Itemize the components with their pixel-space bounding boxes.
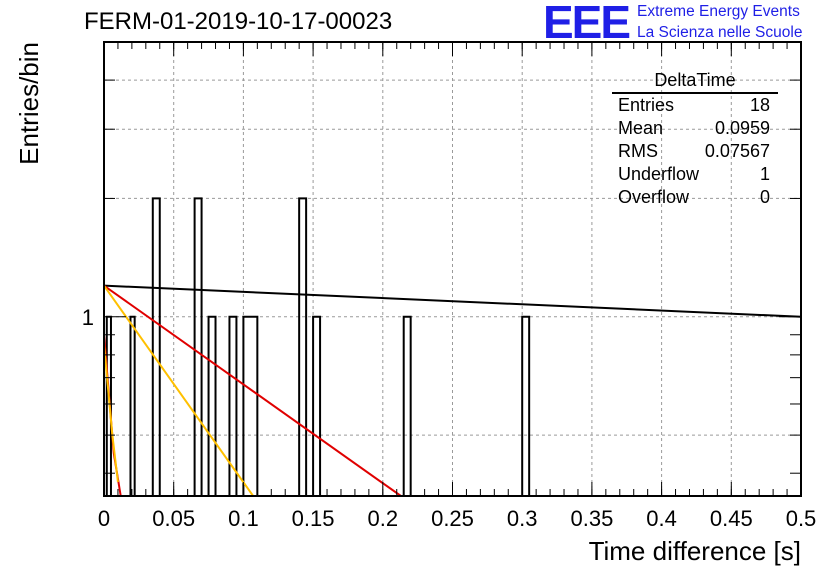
y-tick-label: 1 xyxy=(82,305,94,330)
stats-row-underflow: Underflow 1 xyxy=(612,163,778,186)
stats-label: Entries xyxy=(618,95,675,115)
stats-label: Overflow xyxy=(618,187,690,207)
stats-value: 1 xyxy=(759,164,770,184)
eee-logo: EEE Extreme Energy Events La Scienza nel… xyxy=(543,0,836,48)
x-tick-label: 0.35 xyxy=(570,506,613,531)
histogram-bar xyxy=(151,197,161,496)
x-tick-label: 0.4 xyxy=(646,506,677,531)
stats-box: DeltaTime Entries 18 Mean 0.0959 RMS 0.0… xyxy=(612,70,778,209)
y-axis-label: Entries/bin xyxy=(14,42,44,165)
histogram-bar xyxy=(521,315,531,496)
fit-curve xyxy=(104,284,801,318)
histogram-bar xyxy=(228,315,238,496)
logo-line-1: Extreme Energy Events xyxy=(637,3,800,20)
stats-value: 0.0959 xyxy=(714,118,770,138)
histogram-bar xyxy=(312,315,322,496)
x-tick-label: 0 xyxy=(98,506,110,531)
eee-logo-mark: EEE xyxy=(543,0,631,48)
stats-label: Mean xyxy=(618,118,664,138)
stats-value: 0 xyxy=(759,187,770,207)
x-tick-label: 0.2 xyxy=(368,506,399,531)
stats-label: Underflow xyxy=(618,164,700,184)
stats-row-overflow: Overflow 0 xyxy=(612,186,778,209)
stats-value: 18 xyxy=(749,95,770,115)
axis-ticks xyxy=(103,42,802,496)
histogram-bar xyxy=(129,315,136,496)
stats-label: RMS xyxy=(618,141,658,161)
histogram-bar xyxy=(207,315,217,496)
x-tick-label: 0.05 xyxy=(152,506,195,531)
x-axis-label: Time difference [s] xyxy=(589,536,801,566)
stats-row-mean: Mean 0.0959 xyxy=(612,117,778,140)
x-tick-label: 0.45 xyxy=(710,506,753,531)
tick-labels: 0 0.05 0.1 0.15 0.2 0.25 0.3 0.35 0.4 0.45 0.5 1 xyxy=(82,305,817,531)
stats-title: DeltaTime xyxy=(612,70,778,94)
fit-curve xyxy=(104,285,254,496)
histogram-bar xyxy=(298,197,308,496)
x-tick-label: 0.25 xyxy=(431,506,474,531)
plot-title: FERM-01-2019-10-17-00023 xyxy=(84,8,393,35)
x-tick-label: 0.15 xyxy=(292,506,335,531)
stats-row-entries: Entries 18 xyxy=(612,94,778,117)
x-tick-label: 0.1 xyxy=(228,506,259,531)
fit-curve xyxy=(104,284,402,496)
stats-row-rms: RMS 0.07567 xyxy=(612,140,778,163)
logo-line-2: La Scienza nelle Scuole xyxy=(637,24,803,41)
histogram-bar xyxy=(193,197,203,496)
histogram-bars xyxy=(105,197,531,496)
stats-value: 0.07567 xyxy=(704,141,770,161)
x-tick-label: 0.3 xyxy=(507,506,538,531)
histogram-bar xyxy=(402,315,412,496)
histogram-bar xyxy=(242,315,259,496)
x-tick-label: 0.5 xyxy=(786,506,817,531)
